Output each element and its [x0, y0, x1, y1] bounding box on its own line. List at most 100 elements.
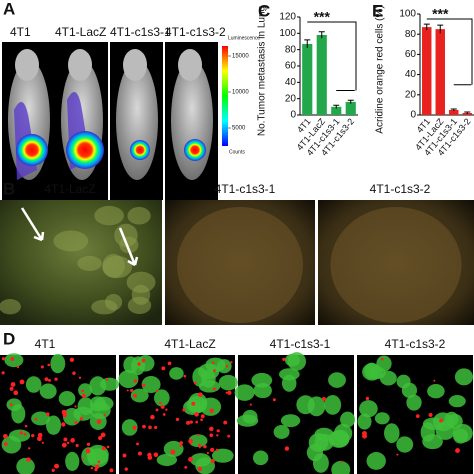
bar — [449, 109, 459, 115]
column-label: 4T1-c1s3-1 — [215, 182, 276, 196]
red-stain — [170, 449, 176, 455]
column-label: 4T1 — [10, 25, 31, 39]
y-tick-label: 100 — [279, 28, 296, 39]
y-tick-label: 0 — [290, 110, 296, 121]
cell — [253, 382, 272, 399]
bar — [422, 27, 432, 116]
red-stain — [97, 460, 101, 464]
cell — [39, 383, 57, 399]
red-stain — [365, 396, 370, 401]
y-axis-label: No.Tumor metastasis in Lung — [257, 6, 268, 136]
error-bar — [437, 24, 444, 34]
colorbar-title: Luminescence — [228, 35, 260, 41]
bar — [345, 101, 356, 115]
red-stain — [132, 425, 137, 430]
red-stain — [141, 358, 146, 363]
cell — [312, 453, 329, 473]
cell — [452, 423, 473, 443]
red-stain — [10, 382, 16, 387]
red-stain — [61, 422, 66, 427]
red-stain — [13, 390, 19, 396]
red-stain — [284, 446, 290, 451]
error-bar — [304, 39, 311, 49]
red-stain — [109, 468, 114, 473]
cell — [374, 412, 390, 425]
red-stain — [28, 447, 31, 450]
cell — [118, 369, 139, 389]
red-stain — [183, 374, 187, 378]
red-stain — [203, 444, 207, 449]
cell — [205, 357, 226, 373]
cell — [58, 390, 76, 407]
error-bar — [318, 31, 325, 39]
red-stain — [206, 451, 210, 455]
colorbar-tick-label: 15000 — [232, 54, 249, 60]
cell — [454, 368, 474, 386]
mouse-head — [178, 49, 202, 81]
red-stain — [26, 457, 31, 462]
red-stain — [37, 432, 43, 438]
images — [0, 42, 474, 474]
red-stain — [161, 366, 166, 371]
red-stain — [3, 442, 8, 447]
red-stain — [24, 424, 28, 428]
mouse-head — [123, 49, 147, 81]
red-stain — [182, 408, 186, 412]
red-stain — [188, 457, 193, 462]
cell — [212, 448, 234, 463]
red-stain — [209, 426, 214, 432]
red-stain — [210, 447, 215, 453]
significance-bracket — [307, 21, 357, 91]
error-bar — [450, 108, 457, 111]
red-stain — [133, 379, 138, 383]
red-stain — [63, 437, 68, 442]
nodule — [91, 299, 118, 315]
colorbar-tick-label: 10000 — [232, 90, 249, 96]
cell — [234, 384, 255, 401]
y-tick-label: 0 — [410, 110, 416, 121]
cell — [253, 450, 269, 466]
red-stain — [155, 408, 159, 412]
cell — [296, 395, 315, 415]
red-stain — [86, 442, 91, 446]
cell — [432, 412, 454, 432]
error-bar — [423, 23, 430, 31]
red-stain — [439, 418, 443, 423]
red-stain — [282, 357, 286, 361]
cell — [359, 400, 378, 418]
red-stain — [3, 433, 8, 439]
red-stain — [85, 448, 91, 454]
red-stain — [10, 357, 15, 361]
red-stain — [197, 433, 200, 437]
red-stain — [148, 425, 152, 430]
cell — [333, 423, 353, 443]
red-stain — [81, 389, 84, 393]
column-label: 4T1-c1s3-2 — [370, 182, 431, 196]
red-stain — [198, 446, 201, 449]
red-stain — [200, 418, 203, 422]
panel-label: A — [3, 0, 15, 18]
red-stain — [380, 357, 384, 361]
column-label: 4T1-c1s3-1 — [270, 337, 331, 351]
red-stain — [1, 371, 5, 375]
red-stain — [200, 414, 205, 419]
red-stain — [19, 379, 25, 385]
cell — [396, 436, 414, 453]
red-stain — [44, 377, 49, 382]
red-stain — [175, 417, 180, 422]
red-stain — [155, 389, 159, 392]
panel-label: C — [258, 1, 270, 20]
red-stain — [186, 420, 190, 425]
red-stain — [165, 408, 168, 411]
red-stain — [227, 390, 232, 395]
red-stain — [216, 434, 219, 437]
red-stain — [215, 448, 219, 452]
cell — [379, 370, 397, 386]
signal — [184, 139, 206, 161]
bar — [302, 43, 313, 116]
red-stain — [191, 401, 196, 406]
red-stain — [100, 432, 106, 438]
red-stain — [321, 396, 327, 402]
red-stain — [41, 441, 44, 444]
red-stain — [209, 433, 214, 438]
